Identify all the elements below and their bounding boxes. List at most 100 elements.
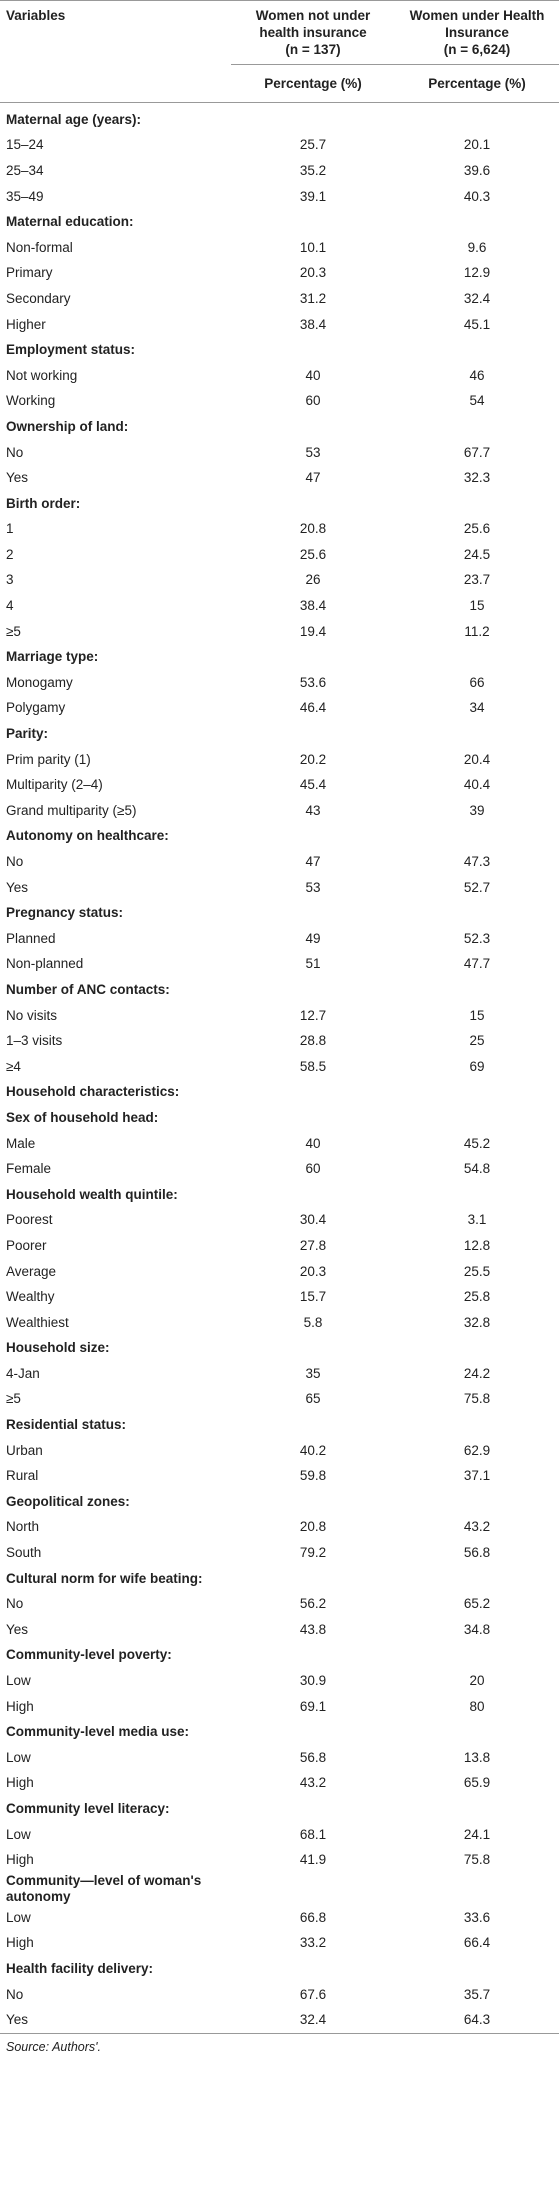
row-label: Female xyxy=(6,1161,52,1177)
value-cell: 51 xyxy=(305,956,321,972)
value-cell: 20.1 xyxy=(463,137,491,153)
empty-cell xyxy=(395,1412,559,1438)
value-cell: 24.2 xyxy=(463,1365,491,1381)
data-row: Yes 53 52.7 xyxy=(0,875,559,901)
value-cell: 15 xyxy=(469,1007,485,1023)
data-row: Wealthiest 5.8 32.8 xyxy=(0,1310,559,1336)
data-row: Planned 49 52.3 xyxy=(0,926,559,952)
value-cell: 30.4 xyxy=(299,1212,327,1228)
value-cell: 25.6 xyxy=(463,521,491,537)
empty-cell xyxy=(395,414,559,440)
group-row: Health facility delivery: xyxy=(0,1956,559,1982)
group-row: Marriage type: xyxy=(0,644,559,670)
data-row: Yes 47 32.3 xyxy=(0,465,559,491)
data-row: Working 60 54 xyxy=(0,389,559,415)
data-row: High 41.9 75.8 xyxy=(0,1847,559,1873)
empty-cell xyxy=(395,209,559,235)
value-cell: 30.9 xyxy=(299,1673,327,1689)
value-cell: 35.2 xyxy=(299,162,327,178)
row-label: Non-formal xyxy=(6,239,73,255)
data-row: Monogamy 53.6 66 xyxy=(0,670,559,696)
value-cell: 11.2 xyxy=(464,623,490,639)
column-title: Women not under health insurance xyxy=(255,8,371,40)
value-cell: 25.8 xyxy=(463,1289,491,1305)
value-cell: 49 xyxy=(305,930,321,946)
row-label: 4-Jan xyxy=(6,1365,40,1381)
empty-cell xyxy=(395,721,559,747)
row-label: South xyxy=(6,1545,42,1561)
empty-cell xyxy=(395,1566,559,1592)
group-label: Health facility delivery: xyxy=(6,1960,154,1976)
row-label: Low xyxy=(6,1673,31,1689)
value-cell: 39.1 xyxy=(299,188,327,204)
row-label: Low xyxy=(6,1909,31,1925)
value-cell: 46.4 xyxy=(299,700,327,716)
value-cell: 53 xyxy=(305,444,321,460)
group-row: Parity: xyxy=(0,721,559,747)
empty-cell xyxy=(395,644,559,670)
empty-cell xyxy=(395,1105,559,1131)
row-label: 4 xyxy=(6,598,14,614)
value-cell: 40.4 xyxy=(463,777,491,793)
row-label: Multiparity (2–4) xyxy=(6,777,103,793)
empty-cell xyxy=(395,1719,559,1745)
group-row: Autonomy on healthcare: xyxy=(0,824,559,850)
empty-cell xyxy=(395,491,559,517)
value-cell: 20.8 xyxy=(299,521,327,537)
group-row: Household characteristics: xyxy=(0,1080,559,1106)
data-row: Yes 43.8 34.8 xyxy=(0,1617,559,1643)
group-row: Birth order: xyxy=(0,491,559,517)
value-cell: 67.6 xyxy=(299,1986,327,2002)
value-cell: 40 xyxy=(305,1135,321,1151)
value-cell: 33.6 xyxy=(463,1909,491,1925)
empty-cell xyxy=(395,824,559,850)
column-header: Women under Health Insurance (n = 6,624) xyxy=(395,0,559,65)
row-label: Male xyxy=(6,1135,36,1151)
group-row: Household size: xyxy=(0,1336,559,1362)
value-cell: 10.1 xyxy=(299,239,327,255)
group-label: Number of ANC contacts: xyxy=(6,981,170,997)
column-header: Variables xyxy=(0,0,231,65)
value-cell: 40.2 xyxy=(299,1442,327,1458)
data-row: Non-formal 10.1 9.6 xyxy=(0,235,559,261)
data-row: South 79.2 56.8 xyxy=(0,1540,559,1566)
data-row: 1–3 visits 28.8 25 xyxy=(0,1028,559,1054)
value-cell: 39 xyxy=(469,802,485,818)
empty-cell xyxy=(395,337,559,363)
value-cell: 54.8 xyxy=(463,1161,491,1177)
value-cell: 40.3 xyxy=(463,188,491,204)
table-body: Maternal age (years): 15–24 25.7 20.1 25–34 3… xyxy=(0,103,559,2034)
value-cell: 20.2 xyxy=(299,751,327,767)
value-cell: 28.8 xyxy=(299,1033,327,1049)
group-row: Cultural norm for wife beating: xyxy=(0,1566,559,1592)
value-cell: 9.6 xyxy=(467,239,487,255)
empty-cell xyxy=(231,1796,395,1822)
value-cell: 25.6 xyxy=(299,546,327,562)
empty-cell xyxy=(231,337,395,363)
value-cell: 31.2 xyxy=(299,290,327,306)
value-cell: 19.4 xyxy=(299,623,327,639)
empty-cell xyxy=(231,1873,395,1905)
sample-size: (n = 137) xyxy=(285,42,341,57)
empty-cell xyxy=(395,1182,559,1208)
data-row: No visits 12.7 15 xyxy=(0,1003,559,1029)
empty-cell xyxy=(395,977,559,1003)
value-cell: 59.8 xyxy=(299,1468,327,1484)
value-cell: 65 xyxy=(305,1391,321,1407)
group-row: Number of ANC contacts: xyxy=(0,977,559,1003)
data-row: North 20.8 43.2 xyxy=(0,1515,559,1541)
value-cell: 75.8 xyxy=(463,1852,491,1868)
value-cell: 56.8 xyxy=(299,1749,327,1765)
value-cell: 75.8 xyxy=(463,1391,491,1407)
row-label: Poorer xyxy=(6,1237,47,1253)
group-label: Household wealth quintile: xyxy=(6,1186,178,1202)
value-cell: 33.2 xyxy=(299,1935,327,1951)
data-row: Prim parity (1) 20.2 20.4 xyxy=(0,747,559,773)
row-label: 3 xyxy=(6,572,14,588)
value-cell: 53.6 xyxy=(299,674,327,690)
value-cell: 20.8 xyxy=(299,1519,327,1535)
data-row: No 67.6 35.7 xyxy=(0,1982,559,2008)
data-row: Polygamy 46.4 34 xyxy=(0,696,559,722)
units-row: Percentage (%) Percentage (%) xyxy=(0,64,559,103)
group-label: Marriage type: xyxy=(6,649,99,665)
